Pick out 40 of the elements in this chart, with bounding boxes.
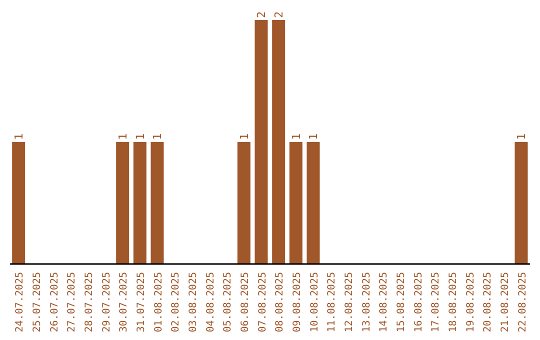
x-tick-label: 29.07.2025 [101,272,112,332]
x-tick-label: 25.07.2025 [32,272,43,332]
x-tick-label: 22.08.2025 [517,272,528,332]
data-label: 1 [134,133,147,140]
x-tick-label: 17.08.2025 [430,272,442,332]
data-label: 1 [307,133,320,140]
data-label: 2 [272,11,286,18]
x-tick-label: 11.08.2025 [326,272,338,332]
x-tick-label: 14.08.2025 [378,272,390,332]
x-tick-label: 12.08.2025 [344,272,355,332]
x-tick-label: 30.07.2025 [118,272,130,332]
x-tick-label: 21.08.2025 [500,272,511,332]
x-tick-label: 28.07.2025 [84,272,95,332]
data-label: 1 [515,133,528,140]
x-tick-label: 24.07.2025 [14,272,26,332]
x-tick-label: 19.08.2025 [465,272,476,332]
data-label: 1 [238,133,251,140]
data-label: 1 [290,133,303,140]
x-tick-label: 05.08.2025 [222,272,234,332]
x-tick-label: 08.08.2025 [274,272,286,332]
data-label: 1 [12,133,26,140]
x-tick-label: 09.08.2025 [292,272,303,332]
x-tick-label: 15.08.2025 [396,272,407,332]
x-tick-label: 16.08.2025 [413,272,424,332]
x-tick-label: 01.08.2025 [153,272,164,332]
x-tick-label: 02.08.2025 [170,272,182,332]
x-tick-label: 03.08.2025 [188,272,199,332]
data-label: 1 [151,133,164,140]
data-label: 2 [255,11,268,18]
x-tick-label: 10.08.2025 [309,272,320,332]
data-label: 1 [116,133,130,140]
x-tick-label: 07.08.2025 [257,272,268,332]
x-tick-label: 04.08.2025 [205,272,216,332]
x-tick-label: 27.07.2025 [66,272,78,332]
x-tick-label: 18.08.2025 [448,272,459,332]
x-tick-label: 06.08.2025 [240,272,251,332]
x-tick-label: 13.08.2025 [361,272,372,332]
x-tick-label: 26.07.2025 [49,272,60,332]
x-tick-label: 31.07.2025 [136,272,147,332]
x-tick-label: 20.08.2025 [482,272,494,332]
